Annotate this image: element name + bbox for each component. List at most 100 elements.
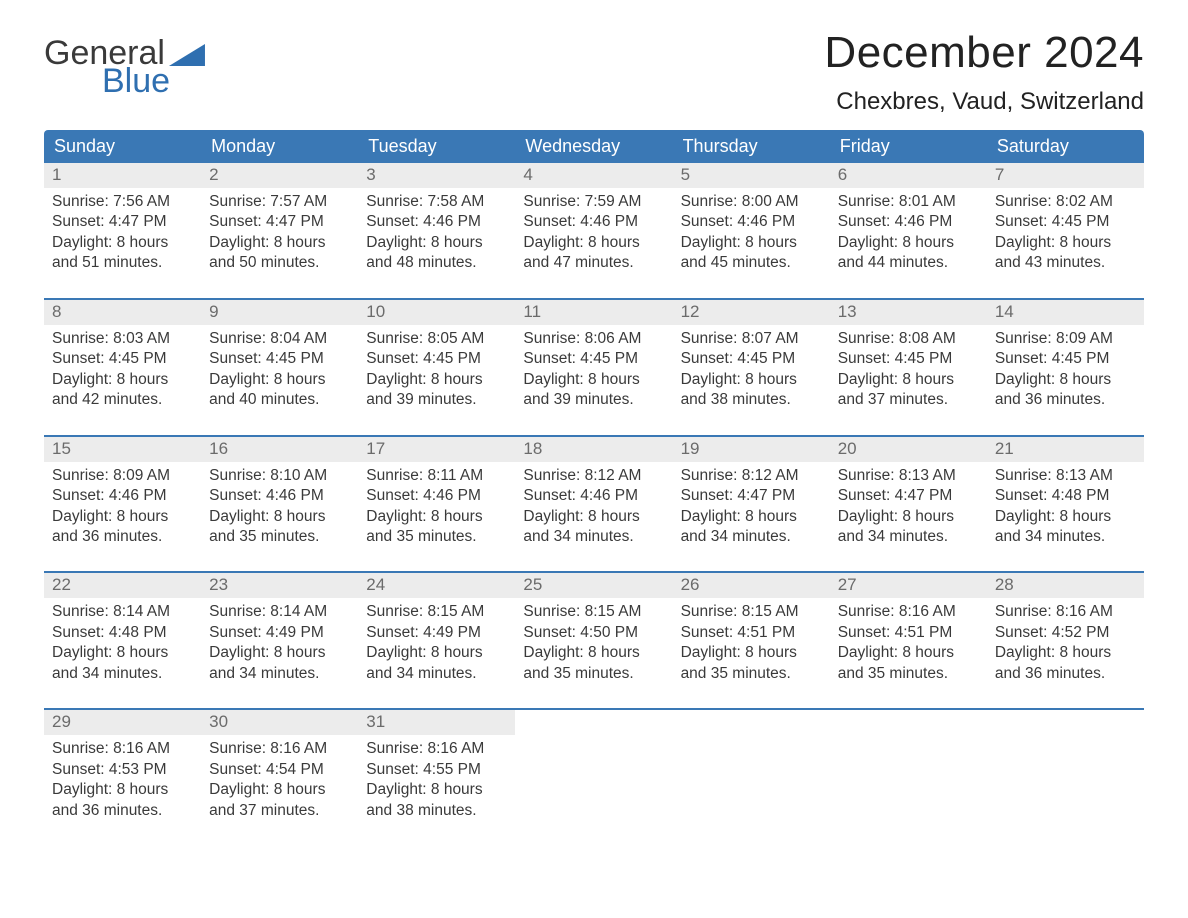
calendar-cell: 9Sunrise: 8:04 AMSunset: 4:45 PMDaylight… bbox=[201, 300, 358, 413]
calendar-cell: 22Sunrise: 8:14 AMSunset: 4:48 PMDayligh… bbox=[44, 573, 201, 686]
daylight2-line: and 36 minutes. bbox=[995, 390, 1138, 410]
day-number: 8 bbox=[44, 300, 201, 325]
day-number: 1 bbox=[44, 163, 201, 188]
calendar-cell: 7Sunrise: 8:02 AMSunset: 4:45 PMDaylight… bbox=[987, 163, 1144, 276]
calendar-cell: 20Sunrise: 8:13 AMSunset: 4:47 PMDayligh… bbox=[830, 437, 987, 550]
calendar-cell: 29Sunrise: 8:16 AMSunset: 4:53 PMDayligh… bbox=[44, 710, 201, 823]
daylight1-line: Daylight: 8 hours bbox=[52, 643, 195, 663]
sunrise-line: Sunrise: 8:03 AM bbox=[52, 329, 195, 349]
daylight1-line: Daylight: 8 hours bbox=[52, 233, 195, 253]
col-monday: Monday bbox=[201, 130, 358, 163]
sunset-line: Sunset: 4:45 PM bbox=[838, 349, 981, 369]
daylight2-line: and 36 minutes. bbox=[52, 801, 195, 821]
day-number: 7 bbox=[987, 163, 1144, 188]
calendar-body: 1Sunrise: 7:56 AMSunset: 4:47 PMDaylight… bbox=[44, 163, 1144, 823]
calendar-cell: 21Sunrise: 8:13 AMSunset: 4:48 PMDayligh… bbox=[987, 437, 1144, 550]
sunset-line: Sunset: 4:45 PM bbox=[681, 349, 824, 369]
col-saturday: Saturday bbox=[987, 130, 1144, 163]
calendar-header: Sunday Monday Tuesday Wednesday Thursday… bbox=[44, 130, 1144, 163]
day-number: 10 bbox=[358, 300, 515, 325]
calendar-cell: 6Sunrise: 8:01 AMSunset: 4:46 PMDaylight… bbox=[830, 163, 987, 276]
daylight2-line: and 35 minutes. bbox=[838, 664, 981, 684]
calendar-cell: 30Sunrise: 8:16 AMSunset: 4:54 PMDayligh… bbox=[201, 710, 358, 823]
day-details: Sunrise: 8:02 AMSunset: 4:45 PMDaylight:… bbox=[987, 188, 1144, 276]
sunset-line: Sunset: 4:55 PM bbox=[366, 760, 509, 780]
sunset-line: Sunset: 4:46 PM bbox=[838, 212, 981, 232]
calendar-cell: 5Sunrise: 8:00 AMSunset: 4:46 PMDaylight… bbox=[673, 163, 830, 276]
daylight2-line: and 51 minutes. bbox=[52, 253, 195, 273]
sunrise-line: Sunrise: 7:56 AM bbox=[52, 192, 195, 212]
sail-icon bbox=[169, 44, 205, 66]
month-title: December 2024 bbox=[824, 28, 1144, 78]
day-details: Sunrise: 8:14 AMSunset: 4:49 PMDaylight:… bbox=[201, 598, 358, 686]
daylight1-line: Daylight: 8 hours bbox=[366, 370, 509, 390]
daylight1-line: Daylight: 8 hours bbox=[366, 507, 509, 527]
sunset-line: Sunset: 4:46 PM bbox=[523, 212, 666, 232]
day-details: Sunrise: 8:00 AMSunset: 4:46 PMDaylight:… bbox=[673, 188, 830, 276]
sunset-line: Sunset: 4:45 PM bbox=[209, 349, 352, 369]
sunrise-line: Sunrise: 8:13 AM bbox=[995, 466, 1138, 486]
daylight1-line: Daylight: 8 hours bbox=[995, 507, 1138, 527]
day-details: Sunrise: 7:56 AMSunset: 4:47 PMDaylight:… bbox=[44, 188, 201, 276]
daylight1-line: Daylight: 8 hours bbox=[838, 233, 981, 253]
calendar-cell bbox=[515, 710, 672, 823]
calendar-cell: 12Sunrise: 8:07 AMSunset: 4:45 PMDayligh… bbox=[673, 300, 830, 413]
day-number: 20 bbox=[830, 437, 987, 462]
day-number: 15 bbox=[44, 437, 201, 462]
day-number: 22 bbox=[44, 573, 201, 598]
daylight1-line: Daylight: 8 hours bbox=[52, 507, 195, 527]
daylight1-line: Daylight: 8 hours bbox=[523, 233, 666, 253]
day-number: 26 bbox=[673, 573, 830, 598]
daylight2-line: and 50 minutes. bbox=[209, 253, 352, 273]
sunrise-line: Sunrise: 7:59 AM bbox=[523, 192, 666, 212]
day-number: 24 bbox=[358, 573, 515, 598]
daylight1-line: Daylight: 8 hours bbox=[209, 370, 352, 390]
calendar-cell: 4 Sunrise: 7:59 AMSunset: 4:46 PMDaylight… bbox=[515, 163, 672, 276]
daylight1-line: Daylight: 8 hours bbox=[681, 370, 824, 390]
sunrise-line: Sunrise: 8:12 AM bbox=[681, 466, 824, 486]
sunset-line: Sunset: 4:47 PM bbox=[52, 212, 195, 232]
daylight2-line: and 34 minutes. bbox=[681, 527, 824, 547]
day-details: Sunrise: 8:09 AMSunset: 4:46 PMDaylight:… bbox=[44, 462, 201, 550]
day-details: Sunrise: 8:13 AMSunset: 4:48 PMDaylight:… bbox=[987, 462, 1144, 550]
day-number: 4 bbox=[515, 163, 672, 188]
daylight1-line: Daylight: 8 hours bbox=[209, 780, 352, 800]
day-number: 27 bbox=[830, 573, 987, 598]
calendar-cell: 17Sunrise: 8:11 AMSunset: 4:46 PMDayligh… bbox=[358, 437, 515, 550]
calendar: Sunday Monday Tuesday Wednesday Thursday… bbox=[44, 130, 1144, 823]
calendar-cell: 23Sunrise: 8:14 AMSunset: 4:49 PMDayligh… bbox=[201, 573, 358, 686]
sunrise-line: Sunrise: 8:13 AM bbox=[838, 466, 981, 486]
sunrise-line: Sunrise: 7:58 AM bbox=[366, 192, 509, 212]
daylight1-line: Daylight: 8 hours bbox=[366, 233, 509, 253]
sunset-line: Sunset: 4:48 PM bbox=[995, 486, 1138, 506]
sunrise-line: Sunrise: 8:15 AM bbox=[523, 602, 666, 622]
sunrise-line: Sunrise: 8:12 AM bbox=[523, 466, 666, 486]
calendar-cell: 15Sunrise: 8:09 AMSunset: 4:46 PMDayligh… bbox=[44, 437, 201, 550]
daylight1-line: Daylight: 8 hours bbox=[838, 507, 981, 527]
day-details: Sunrise: 8:05 AMSunset: 4:45 PMDaylight:… bbox=[358, 325, 515, 413]
daylight1-line: Daylight: 8 hours bbox=[995, 233, 1138, 253]
sunrise-line: Sunrise: 8:16 AM bbox=[209, 739, 352, 759]
sunset-line: Sunset: 4:47 PM bbox=[209, 212, 352, 232]
day-number: 6 bbox=[830, 163, 987, 188]
sunset-line: Sunset: 4:46 PM bbox=[209, 486, 352, 506]
day-details: Sunrise: 8:16 AMSunset: 4:52 PMDaylight:… bbox=[987, 598, 1144, 686]
day-number: 25 bbox=[515, 573, 672, 598]
sunset-line: Sunset: 4:45 PM bbox=[995, 212, 1138, 232]
sunrise-line: Sunrise: 8:16 AM bbox=[52, 739, 195, 759]
sunrise-line: Sunrise: 8:16 AM bbox=[995, 602, 1138, 622]
day-number: 3 bbox=[358, 163, 515, 188]
daylight2-line: and 35 minutes. bbox=[523, 664, 666, 684]
calendar-cell bbox=[673, 710, 830, 823]
day-details: Sunrise: 8:15 AMSunset: 4:51 PMDaylight:… bbox=[673, 598, 830, 686]
sunrise-line: Sunrise: 8:00 AM bbox=[681, 192, 824, 212]
calendar-cell: 8Sunrise: 8:03 AMSunset: 4:45 PMDaylight… bbox=[44, 300, 201, 413]
daylight1-line: Daylight: 8 hours bbox=[209, 233, 352, 253]
sunset-line: Sunset: 4:48 PM bbox=[52, 623, 195, 643]
calendar-cell: 2Sunrise: 7:57 AMSunset: 4:47 PMDaylight… bbox=[201, 163, 358, 276]
daylight2-line: and 34 minutes. bbox=[209, 664, 352, 684]
day-number: 14 bbox=[987, 300, 1144, 325]
calendar-cell bbox=[987, 710, 1144, 823]
location: Chexbres, Vaud, Switzerland bbox=[824, 88, 1144, 116]
daylight2-line: and 35 minutes. bbox=[209, 527, 352, 547]
